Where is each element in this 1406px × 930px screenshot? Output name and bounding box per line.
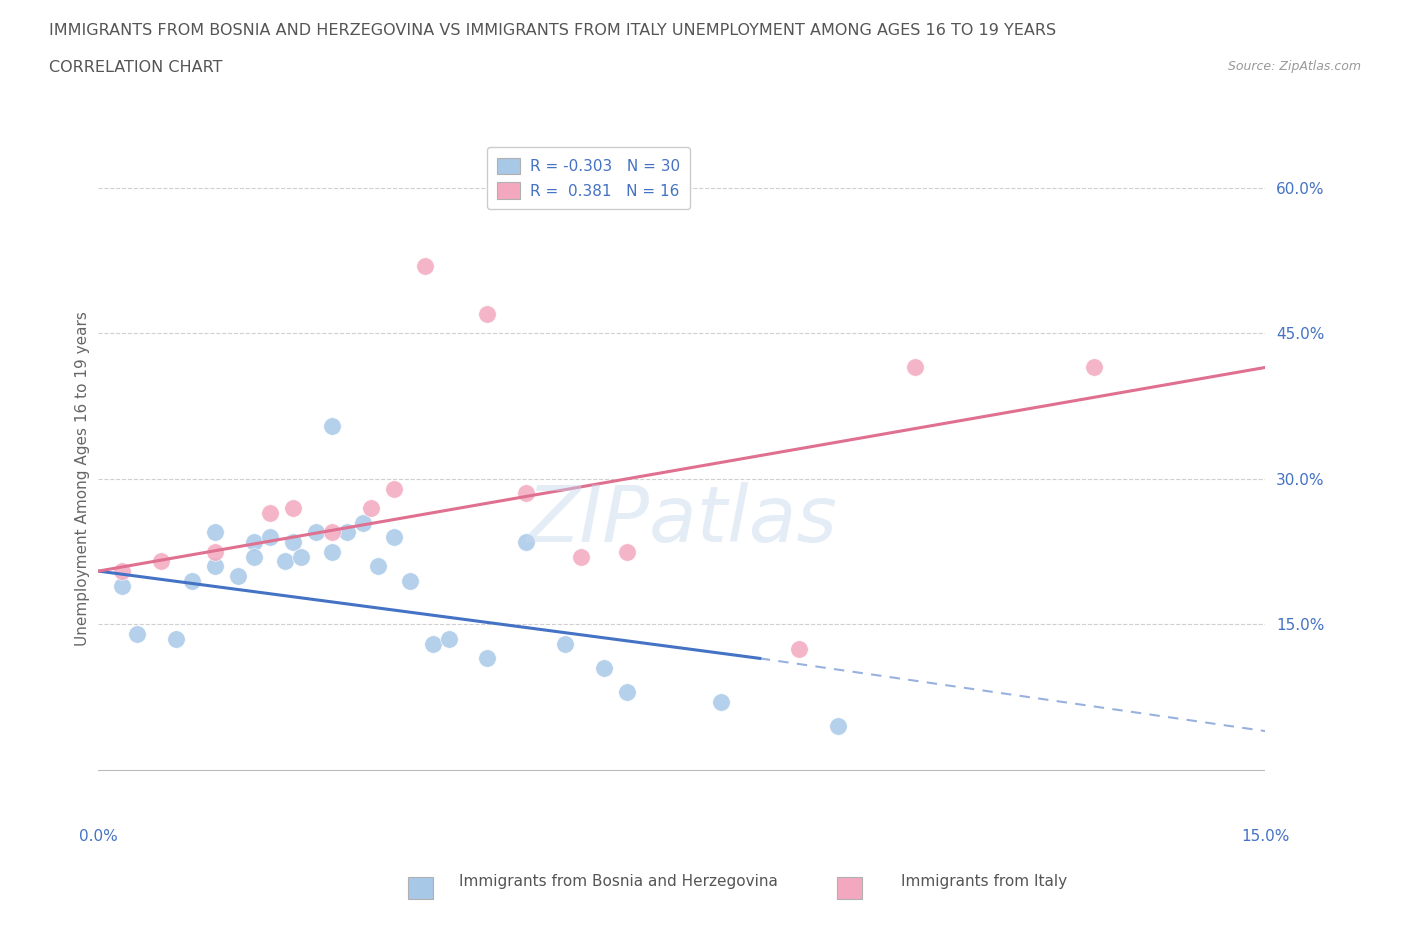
Point [515,486,537,501]
Point [1083,360,1105,375]
Point [281,535,304,550]
Point [367,559,389,574]
Point [111,578,134,593]
Text: Immigrants from Italy: Immigrants from Italy [901,874,1067,889]
Point [554,636,576,651]
Point [321,418,343,433]
Point [477,651,499,666]
Point [413,259,436,273]
Point [515,535,537,550]
Point [422,636,444,651]
Point [437,631,460,646]
Point [290,549,312,564]
Point [352,515,374,530]
Text: ZIPatlas: ZIPatlas [526,482,838,558]
Point [336,525,359,539]
Point [204,525,226,539]
Point [827,719,849,734]
Point [305,525,328,539]
Point [259,506,281,521]
Point [259,530,281,545]
Point [904,360,927,375]
Point [111,564,134,578]
Point [243,549,266,564]
Point [593,660,616,675]
Point [616,684,638,699]
Point [787,642,810,657]
Point [281,500,304,515]
Text: CORRELATION CHART: CORRELATION CHART [49,60,222,75]
Point [243,535,266,550]
Point [165,631,187,646]
Text: Source: ZipAtlas.com: Source: ZipAtlas.com [1227,60,1361,73]
Point [204,544,226,559]
Point [382,530,405,545]
Text: IMMIGRANTS FROM BOSNIA AND HERZEGOVINA VS IMMIGRANTS FROM ITALY UNEMPLOYMENT AMO: IMMIGRANTS FROM BOSNIA AND HERZEGOVINA V… [49,23,1056,38]
Point [321,544,343,559]
Y-axis label: Unemployment Among Ages 16 to 19 years: Unemployment Among Ages 16 to 19 years [75,312,90,646]
Point [710,695,733,710]
Point [204,559,226,574]
Point [149,554,172,569]
Point [228,568,250,583]
Point [398,573,420,589]
Point [274,554,297,569]
Point [382,481,405,496]
Point [360,500,382,515]
Point [127,627,149,642]
Point [321,525,343,539]
Point [180,573,202,589]
Point [569,549,592,564]
Point [477,307,499,322]
Legend: R = -0.303   N = 30, R =  0.381   N = 16: R = -0.303 N = 30, R = 0.381 N = 16 [486,147,690,209]
Point [616,544,638,559]
Text: Immigrants from Bosnia and Herzegovina: Immigrants from Bosnia and Herzegovina [460,874,778,889]
